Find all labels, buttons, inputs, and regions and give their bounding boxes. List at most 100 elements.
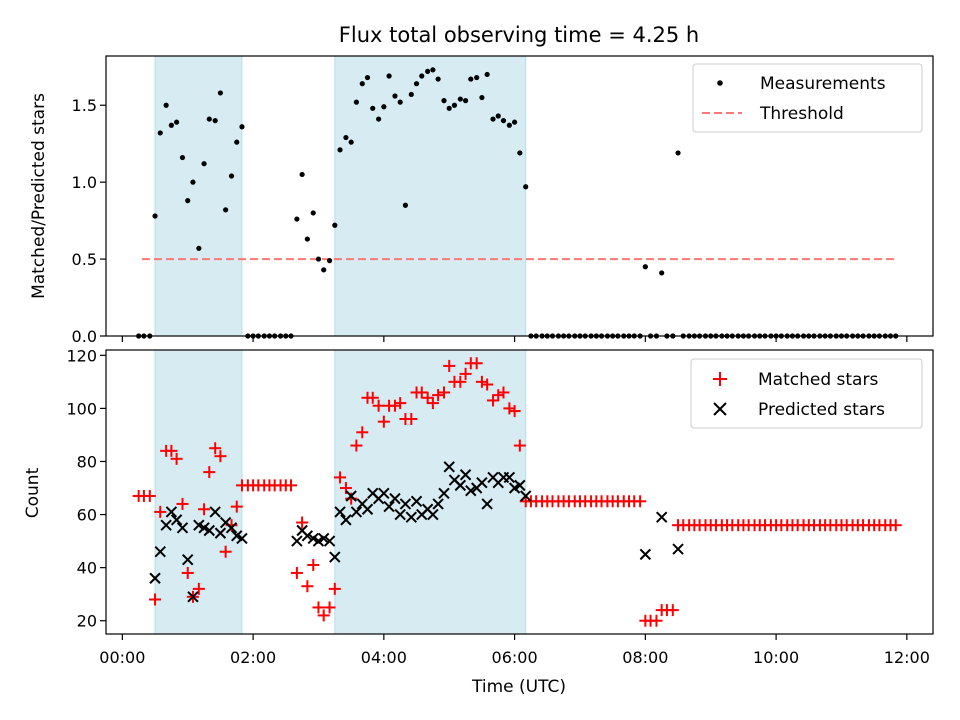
count-y-ticks: 20 40 60 80 100 120	[66, 346, 106, 631]
predicted-star-point-58	[514, 479, 526, 492]
predicted-star-b-27	[345, 490, 357, 502]
predicted-star-point-48	[459, 469, 472, 481]
matched-star-point-67	[497, 386, 510, 399]
count-ytick-label-5: 120	[66, 346, 97, 365]
ratio-ytick-label-3: 1.5	[72, 96, 97, 115]
measurement-point-15	[217, 90, 224, 96]
matched-star-point-43	[366, 391, 379, 404]
predicted-star-b-31	[367, 487, 379, 500]
shaded-interval-0	[154, 55, 243, 337]
measurement-point-48	[397, 99, 403, 105]
predicted-star-point-22	[317, 532, 330, 545]
ratio-ytick-label-0: 0.0	[72, 327, 97, 346]
measurement-point-38	[343, 134, 349, 141]
matched-star-point-45	[377, 415, 390, 428]
predicted-star-point-47	[454, 479, 467, 492]
matched-star-point-29	[290, 566, 303, 579]
predicted-star-point-1	[154, 546, 166, 558]
matched-star-point-70	[513, 439, 526, 452]
predicted-star-point-4	[170, 514, 183, 526]
predicted-star-point-11	[209, 506, 221, 518]
matched-star-point-65	[487, 394, 500, 407]
predicted-star-point-0	[149, 572, 161, 584]
matched-star-point-33	[312, 601, 325, 614]
predicted-star-b-20	[307, 532, 319, 545]
ratio-panel: 0.0 0.5 1.0 1.5 Matched/Predicted stars Mea…	[29, 55, 934, 346]
measurement-point-65	[490, 116, 496, 122]
predicted-star-b-3	[165, 506, 178, 518]
predicted-star-b-28	[350, 506, 363, 518]
measurement-point-9	[185, 198, 191, 204]
predicted-star-b-35	[389, 492, 401, 505]
matched-star-point-98	[666, 604, 679, 617]
measurement-point-61	[468, 76, 474, 82]
matched-stars-series	[132, 357, 902, 627]
predicted-star-point-14	[225, 522, 238, 534]
predicted-star-b-38	[405, 511, 418, 523]
measurement-point-99	[675, 150, 681, 156]
predicted-star-point-44	[438, 487, 450, 500]
measurement-point-47	[392, 93, 398, 99]
matched-star-point-60	[459, 367, 472, 380]
measurement-point-40	[353, 99, 359, 105]
ratio-legend: Measurements Threshold	[692, 63, 923, 133]
matched-star-point-6	[165, 444, 178, 457]
predicted-star-b-17	[291, 535, 303, 547]
matched-star-point-8	[176, 497, 189, 510]
measurement-point-16	[223, 207, 229, 213]
matched-star-point-13	[203, 466, 216, 479]
measurement-point-54	[430, 67, 436, 73]
matched-star-point-16	[219, 545, 232, 558]
measurement-point-71	[523, 184, 529, 190]
matched-star-point-59	[454, 375, 467, 388]
matched-star-point-56	[437, 386, 450, 399]
predicted-star-point-3	[165, 506, 178, 518]
predicted-star-b-43	[432, 498, 444, 510]
matched-star-point-68	[503, 402, 516, 415]
measurement-point-18	[234, 139, 240, 145]
measurement-point-96	[659, 270, 665, 276]
predicted-star-b-5	[176, 522, 189, 534]
measurement-point-64	[484, 71, 490, 78]
figure-title: Flux total observing time = 4.25 h	[339, 23, 699, 47]
ratio-ytick-label-1: 0.5	[72, 250, 97, 269]
matched-star-point-48	[394, 397, 407, 410]
predicted-star-b-26	[340, 514, 352, 526]
matched-star-point-64	[481, 378, 494, 391]
matched-star-point-2	[143, 489, 156, 502]
predicted-star-b-16	[236, 532, 248, 545]
predicted-star-b-34	[383, 500, 395, 513]
measurement-point-34	[321, 267, 327, 273]
matched-star-point-18	[230, 500, 243, 513]
matched-star-point-40	[350, 439, 363, 452]
measurement-point-6	[168, 122, 174, 128]
shaded-interval-1	[334, 349, 527, 635]
ratio-x-ticks	[121, 336, 908, 342]
predicted-star-point-23	[323, 535, 336, 547]
predicted-star-b-61	[655, 511, 668, 523]
predicted-star-b-30	[361, 503, 374, 515]
count-ytick-label-0: 20	[77, 612, 97, 631]
shaded-interval-1	[334, 55, 527, 337]
matched-star-point-35	[323, 601, 336, 614]
predicted-star-point-7	[187, 591, 199, 603]
predicted-star-b-11	[209, 506, 221, 518]
predicted-star-b-33	[378, 487, 390, 500]
matched-star-point-92	[634, 495, 647, 508]
measurement-point-59	[457, 96, 463, 102]
count-xtick-label-5: 10:00	[753, 648, 799, 667]
legend-matched-label: Matched stars	[758, 370, 878, 390]
measurement-point-32	[310, 210, 316, 216]
matched-star-point-62	[470, 357, 483, 370]
matched-star-point-66	[492, 389, 505, 402]
predicted-star-point-51	[476, 477, 488, 489]
predicted-star-b-52	[481, 498, 493, 510]
predicted-star-point-34	[383, 500, 395, 513]
x-axis-label: Time (UTC)	[471, 677, 566, 697]
predicted-star-point-37	[399, 498, 412, 510]
matched-star-point-47	[388, 399, 401, 412]
matched-star-point-34	[317, 609, 330, 622]
matched-star-point-139	[889, 519, 902, 532]
measurement-point-53	[425, 68, 431, 74]
